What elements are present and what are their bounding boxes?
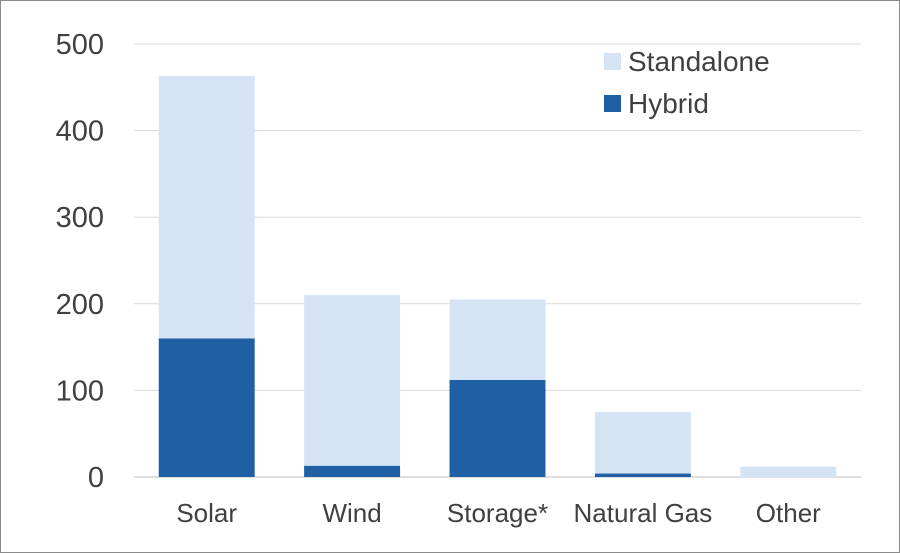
legend: Standalone Hybrid [604, 46, 770, 119]
y-tick-label: 400 [56, 116, 104, 148]
y-tick-label: 200 [56, 289, 104, 321]
legend-swatch-standalone [604, 53, 621, 70]
bar-standalone-other [740, 466, 837, 477]
bar-hybrid-solar [158, 338, 255, 477]
bar-hybrid-storage [449, 380, 546, 477]
y-axis-ticks: 0 100 200 300 400 500 [56, 29, 104, 494]
x-axis-labels: Solar Wind Storage* Natural Gas Other [176, 498, 821, 528]
bar-hybrid-wind [304, 465, 401, 477]
bar-standalone-natural-gas [594, 412, 691, 474]
x-tick-label: Solar [176, 498, 237, 528]
y-tick-label: 300 [56, 202, 104, 234]
legend-label-standalone: Standalone [628, 46, 770, 77]
legend-swatch-hybrid [604, 95, 621, 112]
x-tick-label: Storage* [447, 498, 548, 528]
bar-standalone-solar [158, 76, 255, 339]
bar-standalone-storage [449, 299, 546, 381]
x-tick-label: Wind [322, 498, 381, 528]
x-tick-label: Natural Gas [574, 498, 713, 528]
x-tick-label: Other [756, 498, 821, 528]
bar-standalone-wind [304, 295, 401, 466]
y-tick-label: 0 [88, 462, 104, 494]
bar-hybrid-natural-gas [594, 473, 691, 477]
bars [158, 76, 837, 477]
legend-label-hybrid: Hybrid [628, 88, 709, 119]
y-tick-label: 100 [56, 375, 104, 407]
y-tick-label: 500 [56, 29, 104, 61]
